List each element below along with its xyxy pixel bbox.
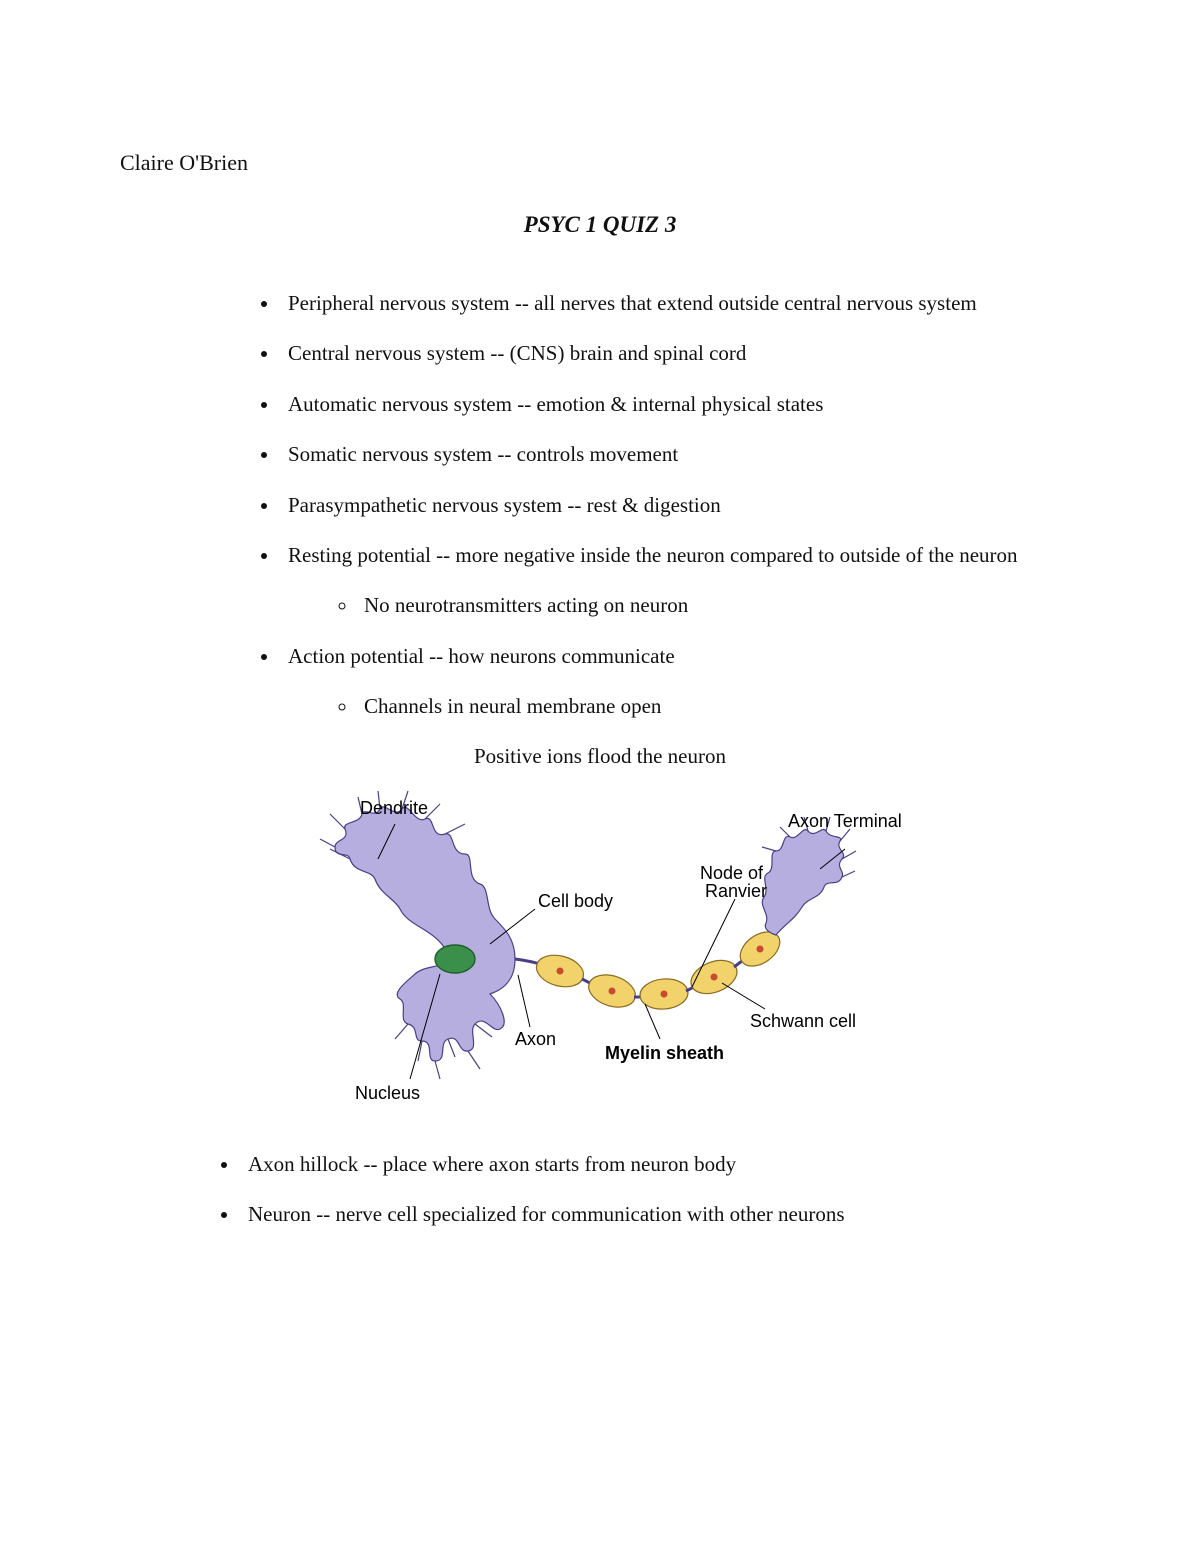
label-schwann-cell: Schwann cell xyxy=(750,1011,856,1031)
myelin-group xyxy=(533,924,786,1012)
list-item: Axon hillock -- place where axon starts … xyxy=(240,1139,1020,1189)
list-text: Parasympathetic nervous system -- rest &… xyxy=(288,493,721,517)
myelin-dot xyxy=(661,990,668,997)
list-text: Automatic nervous system -- emotion & in… xyxy=(288,392,823,416)
axon-line xyxy=(515,959,540,964)
list-item: Resting potential -- more negative insid… xyxy=(280,530,1020,631)
label-dendrite: Dendrite xyxy=(360,798,428,818)
label-node-of-ranvier-2: Ranvier xyxy=(705,881,767,901)
node-gap xyxy=(734,961,742,967)
notes-list: Peripheral nervous system -- all nerves … xyxy=(120,278,1080,732)
list-text: Neuron -- nerve cell specialized for com… xyxy=(248,1202,845,1226)
document-page: Claire O'Brien PSYC 1 QUIZ 3 Peripheral … xyxy=(0,0,1200,1553)
list-text: Peripheral nervous system -- all nerves … xyxy=(288,291,977,315)
list-item: Peripheral nervous system -- all nerves … xyxy=(280,278,1020,328)
nucleus-shape xyxy=(435,945,475,973)
myelin-dot xyxy=(711,973,718,980)
neuron-diagram: Dendrite Cell body Axon Nucleus Myelin s… xyxy=(290,779,910,1119)
label-axon: Axon xyxy=(515,1029,556,1049)
list-item: Neuron -- nerve cell specialized for com… xyxy=(240,1189,1020,1239)
myelin-dot xyxy=(757,945,764,952)
list-text: Action potential -- how neurons communic… xyxy=(288,644,675,668)
label-axon-terminal: Axon Terminal xyxy=(788,811,902,831)
diagram-caption: Positive ions flood the neuron xyxy=(120,744,1080,769)
axon-terminal-shape xyxy=(762,829,843,935)
list-item: Somatic nervous system -- controls movem… xyxy=(280,429,1020,479)
list-text: No neurotransmitters acting on neuron xyxy=(364,593,688,617)
notes-list-continued: Axon hillock -- place where axon starts … xyxy=(120,1139,1080,1240)
label-node-of-ranvier-1: Node of xyxy=(700,863,764,883)
sub-list: Channels in neural membrane open xyxy=(288,681,1020,731)
list-text: Resting potential -- more negative insid… xyxy=(288,543,1018,567)
axon-terminal-group xyxy=(762,817,856,935)
author-name: Claire O'Brien xyxy=(120,150,1080,176)
list-text: Somatic nervous system -- controls movem… xyxy=(288,442,678,466)
sub-list-item: Channels in neural membrane open xyxy=(358,681,1020,731)
label-nucleus: Nucleus xyxy=(355,1083,420,1103)
list-text: Channels in neural membrane open xyxy=(364,694,661,718)
cell-body-shape xyxy=(335,806,515,1060)
list-text: Axon hillock -- place where axon starts … xyxy=(248,1152,736,1176)
sub-list: No neurotransmitters acting on neuron xyxy=(288,580,1020,630)
label-cell-body: Cell body xyxy=(538,891,613,911)
page-title: PSYC 1 QUIZ 3 xyxy=(120,212,1080,238)
myelin-dot xyxy=(609,987,616,994)
list-item: Parasympathetic nervous system -- rest &… xyxy=(280,480,1020,530)
list-item: Action potential -- how neurons communic… xyxy=(280,631,1020,732)
node-gap xyxy=(582,979,590,983)
myelin-dot xyxy=(557,967,564,974)
cell-body-group xyxy=(320,791,515,1079)
list-item: Automatic nervous system -- emotion & in… xyxy=(280,379,1020,429)
sub-list-item: No neurotransmitters acting on neuron xyxy=(358,580,1020,630)
list-text: Central nervous system -- (CNS) brain an… xyxy=(288,341,746,365)
list-item: Central nervous system -- (CNS) brain an… xyxy=(280,328,1020,378)
label-myelin-sheath: Myelin sheath xyxy=(605,1043,724,1063)
neuron-svg: Dendrite Cell body Axon Nucleus Myelin s… xyxy=(290,779,910,1119)
